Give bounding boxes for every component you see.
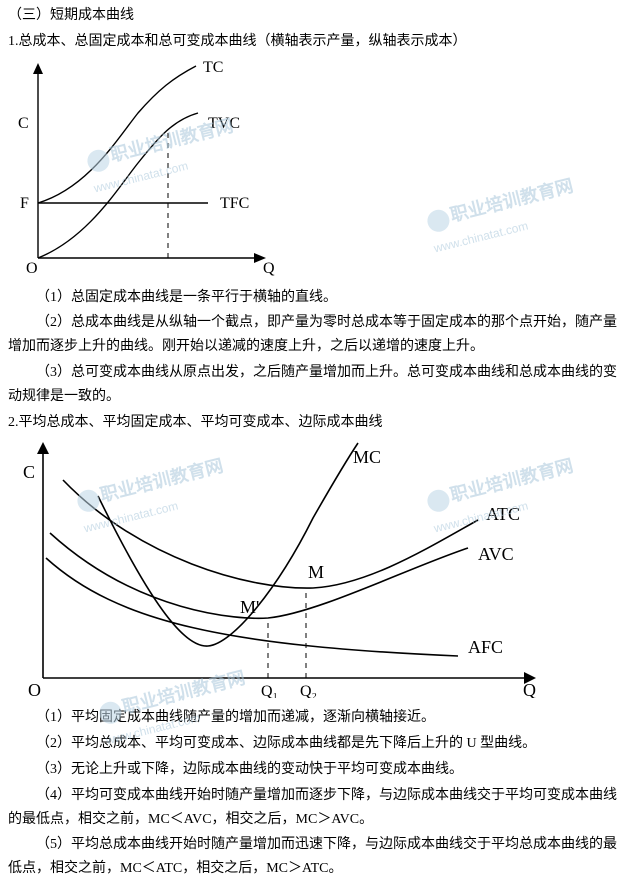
- chart2-x-label: Q: [523, 680, 536, 698]
- mid-para-1: （1）总固定成本曲线是一条平行于横轴的直线。: [8, 286, 618, 310]
- chart1-TC-label: TC: [203, 59, 223, 76]
- mid-para-2: （2）总成本曲线是从纵轴一个截点，即产量为零时总成本等于固定成本的那个点开始，随…: [8, 311, 618, 359]
- watermark-2: 职业培训教育网 www.chinatat.com: [424, 170, 583, 259]
- lower-para-1: （1）平均固定成本曲线随产量的增加而递减，逐渐向横轴接近。: [8, 706, 618, 730]
- chart2-AFC-label: AFC: [468, 637, 503, 657]
- chart1-origin: O: [26, 260, 38, 277]
- chart2-Mprime-label: M': [240, 597, 259, 617]
- intro-line-1: 1.总成本、总固定成本和总可变成本曲线（横轴表示产量，纵轴表示成本）: [8, 30, 618, 54]
- chart2-svg: C O Q Q₁ Q₂ MC ATC AVC AFC M M': [8, 438, 568, 698]
- lower-para-4: （4）平均可变成本曲线开始时随产量增加而逐步下降，与边际成本曲线交于平均可变成本…: [8, 784, 618, 832]
- chart2-Q1-label: Q₁: [261, 683, 278, 698]
- lower-para-3: （3）无论上升或下降，边际成本曲线的变动快于平均可变成本曲线。: [8, 758, 618, 782]
- chart2-container: C O Q Q₁ Q₂ MC ATC AVC AFC M M' 职业培训教育网 …: [8, 438, 618, 698]
- chart2-M-label: M: [308, 562, 324, 582]
- chart1-TVC-label: TVC: [208, 115, 240, 132]
- chart2-Q2-label: Q₂: [300, 683, 317, 698]
- chart2-origin: O: [28, 680, 41, 698]
- lower-para-4-text: （4）平均可变成本曲线开始时随产量增加而逐步下降，与边际成本曲线交于平均可变成本…: [8, 788, 617, 827]
- intro-line-2: 2.平均总成本、平均固定成本、平均可变成本、边际成本曲线: [8, 411, 618, 435]
- chart2-AVC-label: AVC: [478, 544, 514, 564]
- chart1-TFC-label: TFC: [220, 195, 249, 212]
- chart2-ATC-label: ATC: [486, 504, 520, 524]
- chart2-MC-label: MC: [353, 447, 381, 467]
- chart1-svg: C F O Q TC TVC TFC: [8, 58, 308, 278]
- lower-para-5: （5）平均总成本曲线开始时随产量增加而迅速下降，与边际成本曲线交于平均总成本曲线…: [8, 833, 618, 881]
- lower-para-2: （2）平均总成本、平均可变成本、边际成本曲线都是先下降后上升的 U 型曲线。: [8, 732, 618, 756]
- section-header: （三）短期成本曲线: [8, 4, 618, 28]
- chart2-y-label: C: [23, 462, 35, 482]
- chart1-x-label: Q: [263, 260, 275, 277]
- chart1-container: C F O Q TC TVC TFC 职业培训教育网 www.chinatat.…: [8, 58, 618, 278]
- chart1-y-label: C: [18, 115, 29, 132]
- mid-para-3: （3）总可变成本曲线从原点出发，之后随产量增加而上升。总可变成本曲线和总成本曲线…: [8, 361, 618, 409]
- chart1-F-label: F: [20, 195, 29, 212]
